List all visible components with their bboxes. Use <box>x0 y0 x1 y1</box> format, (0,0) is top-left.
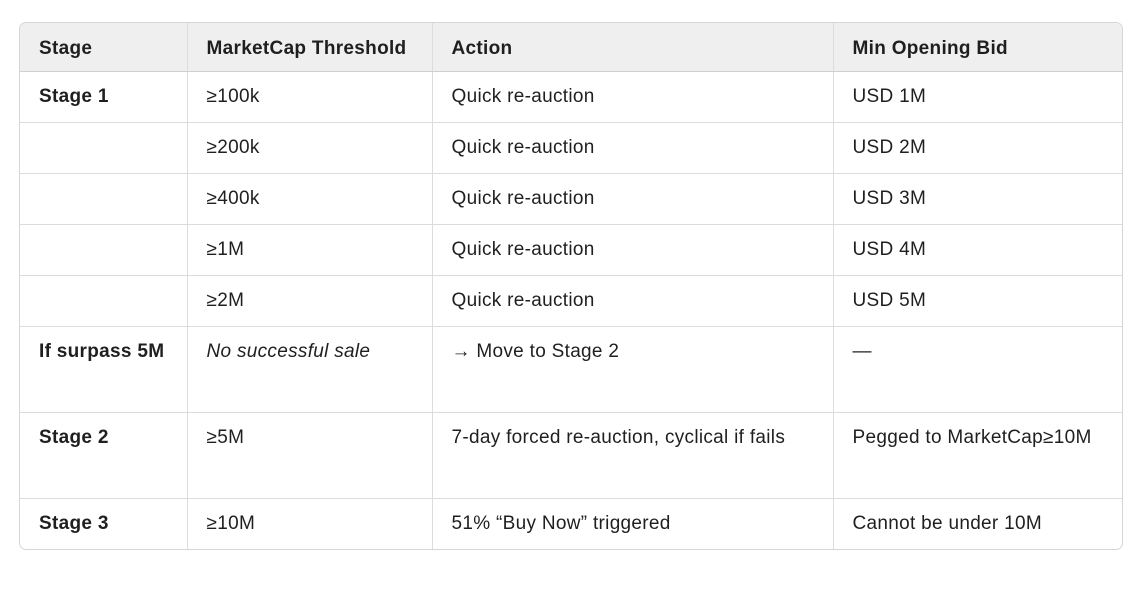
table-header: Stage MarketCap Threshold Action Min Ope… <box>20 23 1122 72</box>
table-row: Stage 3 ≥10M 51% “Buy Now” triggered Can… <box>20 498 1122 549</box>
cell-stage: Stage 2 <box>20 412 188 499</box>
table-row: If surpass 5M No successful sale → Move … <box>20 326 1122 413</box>
cell-stage: Stage 1 <box>20 71 188 123</box>
cell-stage: Stage 3 <box>20 498 188 549</box>
cell-threshold: ≥10M <box>187 498 433 549</box>
cell-bid: Pegged to MarketCap≥10M <box>833 412 1122 499</box>
cell-bid: Cannot be under 10M <box>852 513 1042 534</box>
cell-bid: — <box>833 326 1122 413</box>
table-row: ≥200k Quick re-auction USD 2M <box>20 122 1122 174</box>
auction-stages-table-container: Stage MarketCap Threshold Action Min Ope… <box>19 22 1123 550</box>
cell-threshold: No successful sale <box>187 326 433 413</box>
header-marketcap-threshold: MarketCap Threshold <box>187 23 433 72</box>
cell-bid: USD 4M <box>833 224 1122 276</box>
cell-threshold: ≥200k <box>187 122 433 174</box>
table-row: Stage 1 ≥100k Quick re-auction USD 1M <box>20 71 1122 123</box>
cell-stage <box>20 173 188 225</box>
cell-stage <box>20 122 188 174</box>
table-row: Stage 2 ≥5M 7-day forced re-auction, cyc… <box>20 412 1122 499</box>
header-min-opening-bid: Min Opening Bid <box>833 23 1122 72</box>
cell-bid: USD 5M <box>833 275 1122 327</box>
cell-stage <box>20 224 188 276</box>
header-row: Stage MarketCap Threshold Action Min Ope… <box>20 23 1122 72</box>
auction-stages-table: Stage MarketCap Threshold Action Min Ope… <box>20 23 1122 549</box>
cell-action: 7-day forced re-auction, cyclical if fai… <box>432 412 834 499</box>
table-body: Stage 1 ≥100k Quick re-auction USD 1M ≥2… <box>20 71 1122 549</box>
cell-bid: USD 1M <box>833 71 1122 123</box>
table-row: ≥400k Quick re-auction USD 3M <box>20 173 1122 225</box>
cell-stage: If surpass 5M <box>20 326 188 413</box>
header-action: Action <box>432 23 834 72</box>
cell-bid: USD 3M <box>833 173 1122 225</box>
cell-threshold: ≥100k <box>187 71 433 123</box>
cell-action: Quick re-auction <box>432 275 834 327</box>
cell-action: Quick re-auction <box>432 224 834 276</box>
cell-stage <box>20 275 188 327</box>
cell-bid: USD 2M <box>833 122 1122 174</box>
cell-action: 51% “Buy Now” triggered <box>432 498 834 549</box>
cell-action: Quick re-auction <box>432 122 834 174</box>
cell-action: Quick re-auction <box>432 71 834 123</box>
cell-threshold: ≥1M <box>187 224 433 276</box>
cell-action: Quick re-auction <box>432 173 834 225</box>
cell-action: → Move to Stage 2 <box>432 326 834 413</box>
cell-threshold: ≥5M <box>187 412 433 499</box>
table-row: ≥2M Quick re-auction USD 5M <box>20 275 1122 327</box>
header-stage: Stage <box>20 23 188 72</box>
cell-threshold: ≥400k <box>187 173 433 225</box>
cell-threshold: ≥2M <box>187 275 433 327</box>
table-row: ≥1M Quick re-auction USD 4M <box>20 224 1122 276</box>
